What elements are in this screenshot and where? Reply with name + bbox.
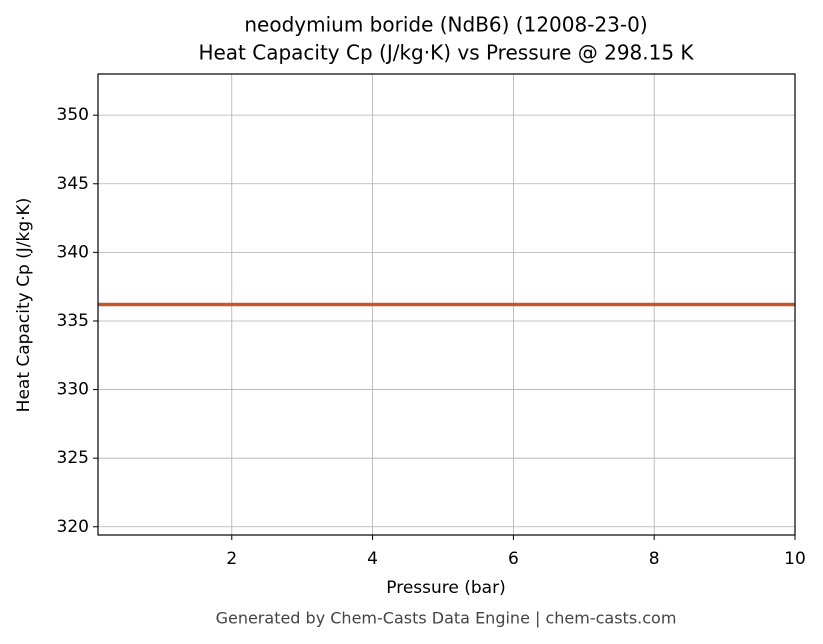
plot-frame	[97, 73, 796, 536]
y-tick-label: 335	[57, 311, 89, 331]
chart-title: neodymium boride (NdB6) (12008-23-0)	[244, 13, 647, 37]
y-tick-label: 340	[57, 242, 89, 262]
x-axis-label: Pressure (bar)	[386, 578, 505, 598]
chart-subtitle: Heat Capacity Cp (J/kg·K) vs Pressure @ …	[198, 41, 694, 65]
x-tick-label: 8	[649, 549, 660, 569]
y-tick-label: 325	[57, 448, 89, 468]
y-tick-label: 350	[57, 105, 89, 125]
x-tick-label: 4	[367, 549, 378, 569]
y-tick-label: 320	[57, 517, 89, 537]
footer: Generated by Chem-Casts Data Engine | ch…	[216, 609, 677, 628]
y-tick-label: 330	[57, 380, 89, 400]
x-tick-label: 10	[784, 549, 806, 569]
x-tick-label: 6	[508, 549, 519, 569]
y-tick-label: 345	[57, 174, 89, 194]
y-axis-label: Heat Capacity Cp (J/kg·K)	[14, 198, 34, 413]
x-tick-label: 2	[226, 549, 237, 569]
